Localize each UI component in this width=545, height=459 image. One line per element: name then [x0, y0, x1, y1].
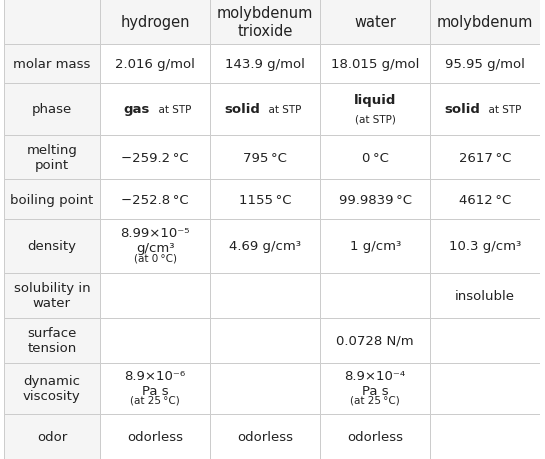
Text: odorless: odorless [347, 430, 403, 443]
Text: surface
tension: surface tension [27, 326, 77, 354]
Text: odor: odor [37, 430, 67, 443]
Bar [4, 84, 100, 135]
Bar [430, 84, 540, 135]
Bar [320, 318, 430, 363]
Text: molar mass: molar mass [13, 58, 90, 71]
Text: 143.9 g/mol: 143.9 g/mol [225, 58, 305, 71]
Bar [100, 0, 210, 45]
Bar [430, 180, 540, 219]
Bar [4, 0, 100, 45]
Bar [430, 135, 540, 180]
Text: 18.015 g/mol: 18.015 g/mol [331, 58, 419, 71]
Text: 0 °C: 0 °C [362, 151, 389, 164]
Bar [4, 363, 100, 414]
Text: −252.8 °C: −252.8 °C [122, 193, 189, 206]
Bar [320, 274, 430, 318]
Text: 0.0728 N/m: 0.0728 N/m [336, 334, 414, 347]
Text: molybdenum: molybdenum [437, 15, 534, 30]
Text: 1155 °C: 1155 °C [239, 193, 292, 206]
Text: insoluble: insoluble [455, 289, 515, 302]
Text: 8.9×10⁻⁴
Pa s: 8.9×10⁻⁴ Pa s [344, 369, 405, 397]
Text: (at 25 °C): (at 25 °C) [350, 395, 400, 405]
Bar [430, 414, 540, 459]
Text: 8.99×10⁻⁵
g/cm³: 8.99×10⁻⁵ g/cm³ [120, 226, 190, 254]
Bar [4, 219, 100, 274]
Bar [210, 0, 320, 45]
Text: odorless: odorless [127, 430, 183, 443]
Text: −259.2 °C: −259.2 °C [122, 151, 189, 164]
Text: 1 g/cm³: 1 g/cm³ [349, 240, 401, 253]
Bar [320, 363, 430, 414]
Text: 4.69 g/cm³: 4.69 g/cm³ [229, 240, 301, 253]
Text: at STP: at STP [153, 105, 192, 115]
Bar [210, 135, 320, 180]
Bar [210, 45, 320, 84]
Text: molybdenum
trioxide: molybdenum trioxide [217, 6, 313, 39]
Bar [4, 318, 100, 363]
Bar [4, 135, 100, 180]
Bar [100, 180, 210, 219]
Bar [210, 318, 320, 363]
Bar [320, 45, 430, 84]
Bar [210, 274, 320, 318]
Text: 795 °C: 795 °C [243, 151, 287, 164]
Text: hydrogen: hydrogen [120, 15, 190, 30]
Bar [210, 84, 320, 135]
Text: dynamic
viscosity: dynamic viscosity [23, 375, 81, 403]
Text: (at STP): (at STP) [355, 114, 396, 124]
Bar [4, 180, 100, 219]
Text: solid: solid [444, 103, 480, 116]
Text: 99.9839 °C: 99.9839 °C [338, 193, 411, 206]
Text: liquid: liquid [354, 94, 396, 107]
Text: 10.3 g/cm³: 10.3 g/cm³ [449, 240, 521, 253]
Text: 95.95 g/mol: 95.95 g/mol [445, 58, 525, 71]
Text: odorless: odorless [237, 430, 293, 443]
Bar [4, 45, 100, 84]
Text: 8.9×10⁻⁶
Pa s: 8.9×10⁻⁶ Pa s [125, 369, 186, 397]
Bar [320, 0, 430, 45]
Bar [320, 84, 430, 135]
Text: at STP: at STP [482, 105, 522, 115]
Text: (at 0 °C): (at 0 °C) [134, 253, 177, 263]
Text: phase: phase [32, 103, 72, 116]
Bar [430, 45, 540, 84]
Bar [320, 414, 430, 459]
Bar [210, 363, 320, 414]
Bar [100, 363, 210, 414]
Bar [100, 135, 210, 180]
Bar [430, 363, 540, 414]
Text: gas: gas [123, 103, 150, 116]
Text: solid: solid [224, 103, 260, 116]
Text: solubility in
water: solubility in water [14, 282, 90, 310]
Bar [210, 414, 320, 459]
Bar [100, 414, 210, 459]
Bar [210, 180, 320, 219]
Bar [320, 219, 430, 274]
Text: melting
point: melting point [27, 144, 77, 172]
Bar [4, 414, 100, 459]
Bar [320, 135, 430, 180]
Bar [100, 45, 210, 84]
Text: 4612 °C: 4612 °C [459, 193, 511, 206]
Text: (at 25 °C): (at 25 °C) [130, 395, 180, 405]
Text: 2.016 g/mol: 2.016 g/mol [115, 58, 195, 71]
Bar [4, 274, 100, 318]
Bar [210, 219, 320, 274]
Text: 2617 °C: 2617 °C [459, 151, 511, 164]
Text: water: water [354, 15, 396, 30]
Bar [430, 0, 540, 45]
Bar [100, 219, 210, 274]
Text: density: density [27, 240, 76, 253]
Bar [100, 274, 210, 318]
Bar [100, 84, 210, 135]
Bar [100, 318, 210, 363]
Bar [430, 219, 540, 274]
Text: at STP: at STP [263, 105, 302, 115]
Text: boiling point: boiling point [10, 193, 94, 206]
Bar [430, 318, 540, 363]
Bar [320, 180, 430, 219]
Bar [430, 274, 540, 318]
